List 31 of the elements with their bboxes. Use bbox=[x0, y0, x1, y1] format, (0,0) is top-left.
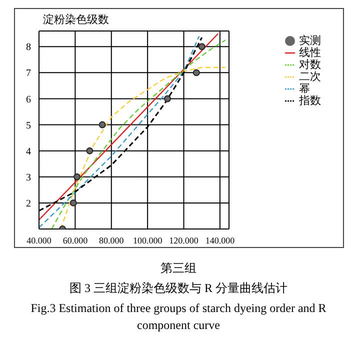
x-tick-label: 140.000 bbox=[205, 235, 236, 246]
point bbox=[74, 173, 80, 180]
x-tick-label: 80.000 bbox=[99, 235, 124, 246]
point bbox=[164, 95, 171, 102]
legend-label: 对数 bbox=[299, 59, 321, 71]
point bbox=[70, 199, 77, 206]
legend-label: 实测 bbox=[299, 35, 321, 47]
x-tick-label: 40.000 bbox=[26, 235, 52, 246]
point bbox=[86, 147, 94, 154]
x-axis-title: 第三组 bbox=[160, 260, 198, 277]
point bbox=[192, 69, 200, 76]
point bbox=[198, 43, 206, 50]
legend-label: 指数 bbox=[299, 95, 321, 107]
caption: Fig.3 Estimation of three groups of starch dyeing order and R component curve bbox=[30, 300, 328, 334]
legend-label: 幂 bbox=[299, 83, 310, 95]
y-tick-label: 8 bbox=[26, 42, 31, 54]
point bbox=[98, 121, 106, 128]
legend-label: 二次 bbox=[299, 71, 321, 83]
x-tick-label: 100.000 bbox=[132, 235, 163, 246]
y-tick-label: 7 bbox=[26, 68, 31, 80]
caption: 图 3 三组淀粉染色级数与 R 分量曲线估计 bbox=[68, 280, 288, 297]
y-axis-title: 淀粉染色级数 bbox=[43, 12, 109, 27]
y-tick-label: 4 bbox=[26, 146, 31, 158]
legend-label: 线性 bbox=[299, 47, 321, 59]
x-tick-label: 60.000 bbox=[62, 235, 88, 246]
x-tick-label: 120.000 bbox=[169, 235, 199, 246]
y-tick-label: 5 bbox=[26, 120, 31, 132]
y-tick-label: 3 bbox=[26, 172, 31, 184]
y-tick-label: 6 bbox=[26, 94, 31, 106]
y-tick-label: 2 bbox=[26, 198, 31, 210]
line-series bbox=[51, 40, 226, 229]
